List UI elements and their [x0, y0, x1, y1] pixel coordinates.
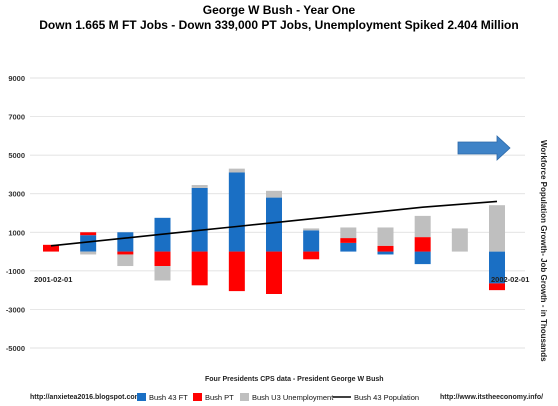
chart-subtitle: Down 1.665 M FT Jobs - Down 339,000 PT J… [39, 18, 519, 32]
legend: Bush 43 FT Bush PT Bush U3 Unemployment Bus… [137, 393, 419, 402]
legend-label: Bush PT [205, 393, 234, 402]
population-line-path [50, 200, 498, 247]
bar-segment [117, 232, 134, 252]
bar-segment [489, 251, 505, 284]
bar-segment [489, 205, 505, 252]
legend-label: Bush 43 FT [149, 393, 188, 402]
y-tick-label: -5000 [6, 344, 25, 353]
bar-segment [451, 228, 468, 252]
bar-segment [489, 283, 505, 291]
bar-segment [340, 238, 357, 243]
bar-segment [117, 251, 134, 255]
bar-segment [154, 266, 171, 281]
bar-segment [303, 251, 320, 260]
y-tick-label: -1000 [6, 267, 25, 276]
bar-segment [266, 190, 282, 198]
bar-segment [303, 228, 320, 231]
end-date-label: 2002-02-01 [491, 275, 529, 284]
x-axis-label: Four Presidents CPS data - President Geo… [205, 376, 384, 383]
y-tick-label: -3000 [6, 305, 25, 314]
y-axis-ticks: -5000 -3000 -1000 1000 3000 5000 7000 9000 [6, 74, 25, 353]
source-right: http://www.itstheeconomy.info/ [440, 394, 543, 401]
bar-segment [80, 232, 97, 236]
chart-title: George W Bush - Year One [202, 3, 356, 17]
y-tick-label: 9000 [8, 74, 25, 83]
y-axis-right-label: Workforce Population Growth- Job Growth … [539, 140, 548, 362]
bar-segment [80, 251, 97, 255]
gridlines [30, 77, 525, 349]
bar-segment [303, 230, 320, 252]
source-left: http://anxietea2016.blogspot.com/ [30, 394, 143, 401]
bar-segment [80, 235, 97, 252]
population-line [50, 200, 498, 247]
y-tick-label: 5000 [8, 151, 25, 160]
bar-segment [228, 251, 245, 292]
bar-segment [43, 244, 59, 252]
bar-segment [340, 227, 357, 239]
bar-segment [266, 251, 282, 294]
y-tick-label: 7000 [8, 113, 25, 122]
y-tick-label: 3000 [8, 190, 25, 199]
bar-segment [117, 254, 134, 267]
bar-segment [377, 251, 394, 255]
bar-segment [340, 242, 357, 252]
bar-segment [377, 227, 394, 246]
start-date-label: 2001-02-01 [34, 275, 72, 284]
bar-segment [191, 251, 208, 286]
bar-segment [266, 197, 282, 252]
legend-label: Bush 43 Population [354, 393, 419, 402]
bar-segment [154, 251, 171, 267]
legend-swatch [137, 393, 146, 401]
bar-segment [414, 251, 431, 265]
bar-segment [414, 237, 431, 252]
bar-segment [228, 168, 245, 173]
legend-swatch [240, 393, 249, 401]
bar-segment [191, 187, 208, 252]
bar-segment [414, 215, 431, 238]
bar-segment [377, 245, 394, 252]
y-tick-label: 1000 [8, 228, 25, 237]
arrow-right-icon [457, 135, 511, 161]
bar-marks [43, 168, 505, 294]
bar-segment [191, 185, 208, 188]
bar-segment [228, 172, 245, 252]
legend-label: Bush U3 Unemployment [252, 393, 334, 402]
legend-swatch [193, 393, 202, 401]
